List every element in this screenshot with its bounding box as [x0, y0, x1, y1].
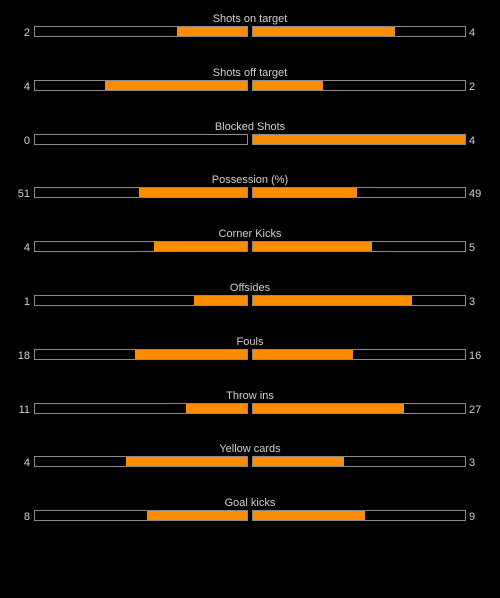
stat-label: Shots on target: [212, 13, 288, 25]
away-bar-fill: [253, 134, 465, 144]
stat-label: Goal kicks: [224, 497, 276, 510]
away-value: 3: [469, 457, 476, 470]
home-value: 51: [17, 188, 30, 201]
away-bar-fill: [253, 511, 366, 521]
home-bar-fill: [134, 349, 247, 359]
away-bar-fill: [253, 403, 404, 413]
away-bar-fill: [253, 242, 372, 252]
away-bar-fill: [253, 296, 412, 305]
home-bar: [34, 402, 248, 414]
stat-label: Shots off target: [212, 66, 288, 79]
away-bar-fill: [253, 80, 323, 90]
home-bar-fill: [194, 296, 247, 305]
away-bar: [252, 456, 466, 468]
stat-label: Fouls: [236, 335, 264, 348]
home-bar-fill: [153, 242, 247, 252]
home-bar: [34, 348, 248, 360]
stat-label: Offsides: [229, 282, 271, 294]
stat-row: Corner Kicks 4 5: [0, 227, 500, 267]
away-bar-fill: [253, 188, 357, 198]
away-bar: [252, 79, 466, 91]
away-bar-fill: [253, 27, 396, 36]
home-bar-fill: [147, 511, 247, 521]
home-bar-fill: [177, 27, 247, 36]
away-value: 2: [469, 80, 476, 93]
away-bar: [252, 510, 466, 522]
home-bar-fill: [138, 188, 247, 198]
stat-label: Yellow cards: [219, 443, 281, 456]
away-bar: [252, 402, 466, 414]
stat-row: Yellow cards 4 3: [0, 442, 500, 482]
stat-row: Offsides 1 3: [0, 281, 500, 321]
stat-row: Throw ins 11 27: [0, 389, 500, 429]
home-bar-fill: [185, 403, 247, 413]
away-value: 4: [469, 134, 476, 147]
home-value: 0: [23, 134, 30, 147]
away-bar: [252, 26, 466, 37]
home-value: 2: [23, 27, 30, 39]
stat-row: Shots on target 2 4: [0, 12, 500, 52]
home-bar-fill: [104, 80, 247, 90]
away-value: 27: [469, 403, 482, 416]
home-bar: [34, 295, 248, 306]
home-bar: [34, 241, 248, 253]
stat-row: Possession (%) 51 49: [0, 173, 500, 213]
home-value: 4: [23, 242, 30, 255]
stat-row: Shots off target 4 2: [0, 66, 500, 106]
home-bar-fill: [126, 457, 247, 467]
home-bar: [34, 79, 248, 91]
away-bar: [252, 187, 466, 199]
away-value: 5: [469, 242, 476, 255]
home-value: 11: [18, 403, 30, 416]
home-value: 18: [17, 349, 30, 362]
away-bar-fill: [253, 457, 345, 467]
stat-row: Goal kicks 8 9: [0, 496, 500, 536]
stat-label: Possession (%): [211, 174, 289, 187]
away-value: 4: [469, 27, 476, 39]
away-bar: [252, 295, 466, 306]
away-bar: [252, 348, 466, 360]
home-value: 4: [23, 457, 30, 470]
away-bar: [252, 241, 466, 253]
home-bar: [34, 187, 248, 199]
stat-row: Fouls 18 16: [0, 335, 500, 375]
stat-label: Blocked Shots: [214, 120, 286, 133]
home-bar: [34, 26, 248, 37]
away-value: 3: [469, 296, 476, 308]
away-value: 16: [469, 349, 482, 362]
away-value: 49: [469, 188, 482, 201]
stat-label: Throw ins: [226, 389, 274, 402]
home-bar: [34, 456, 248, 468]
away-value: 9: [469, 511, 476, 524]
home-bar: [34, 510, 248, 522]
home-value: 4: [23, 80, 30, 93]
away-bar: [252, 133, 466, 145]
home-value: 1: [23, 296, 30, 308]
home-value: 8: [23, 511, 30, 524]
away-bar-fill: [253, 349, 353, 359]
home-bar: [34, 133, 248, 145]
stat-row: Blocked Shots 0 4: [0, 120, 500, 160]
stat-label: Corner Kicks: [218, 228, 282, 241]
